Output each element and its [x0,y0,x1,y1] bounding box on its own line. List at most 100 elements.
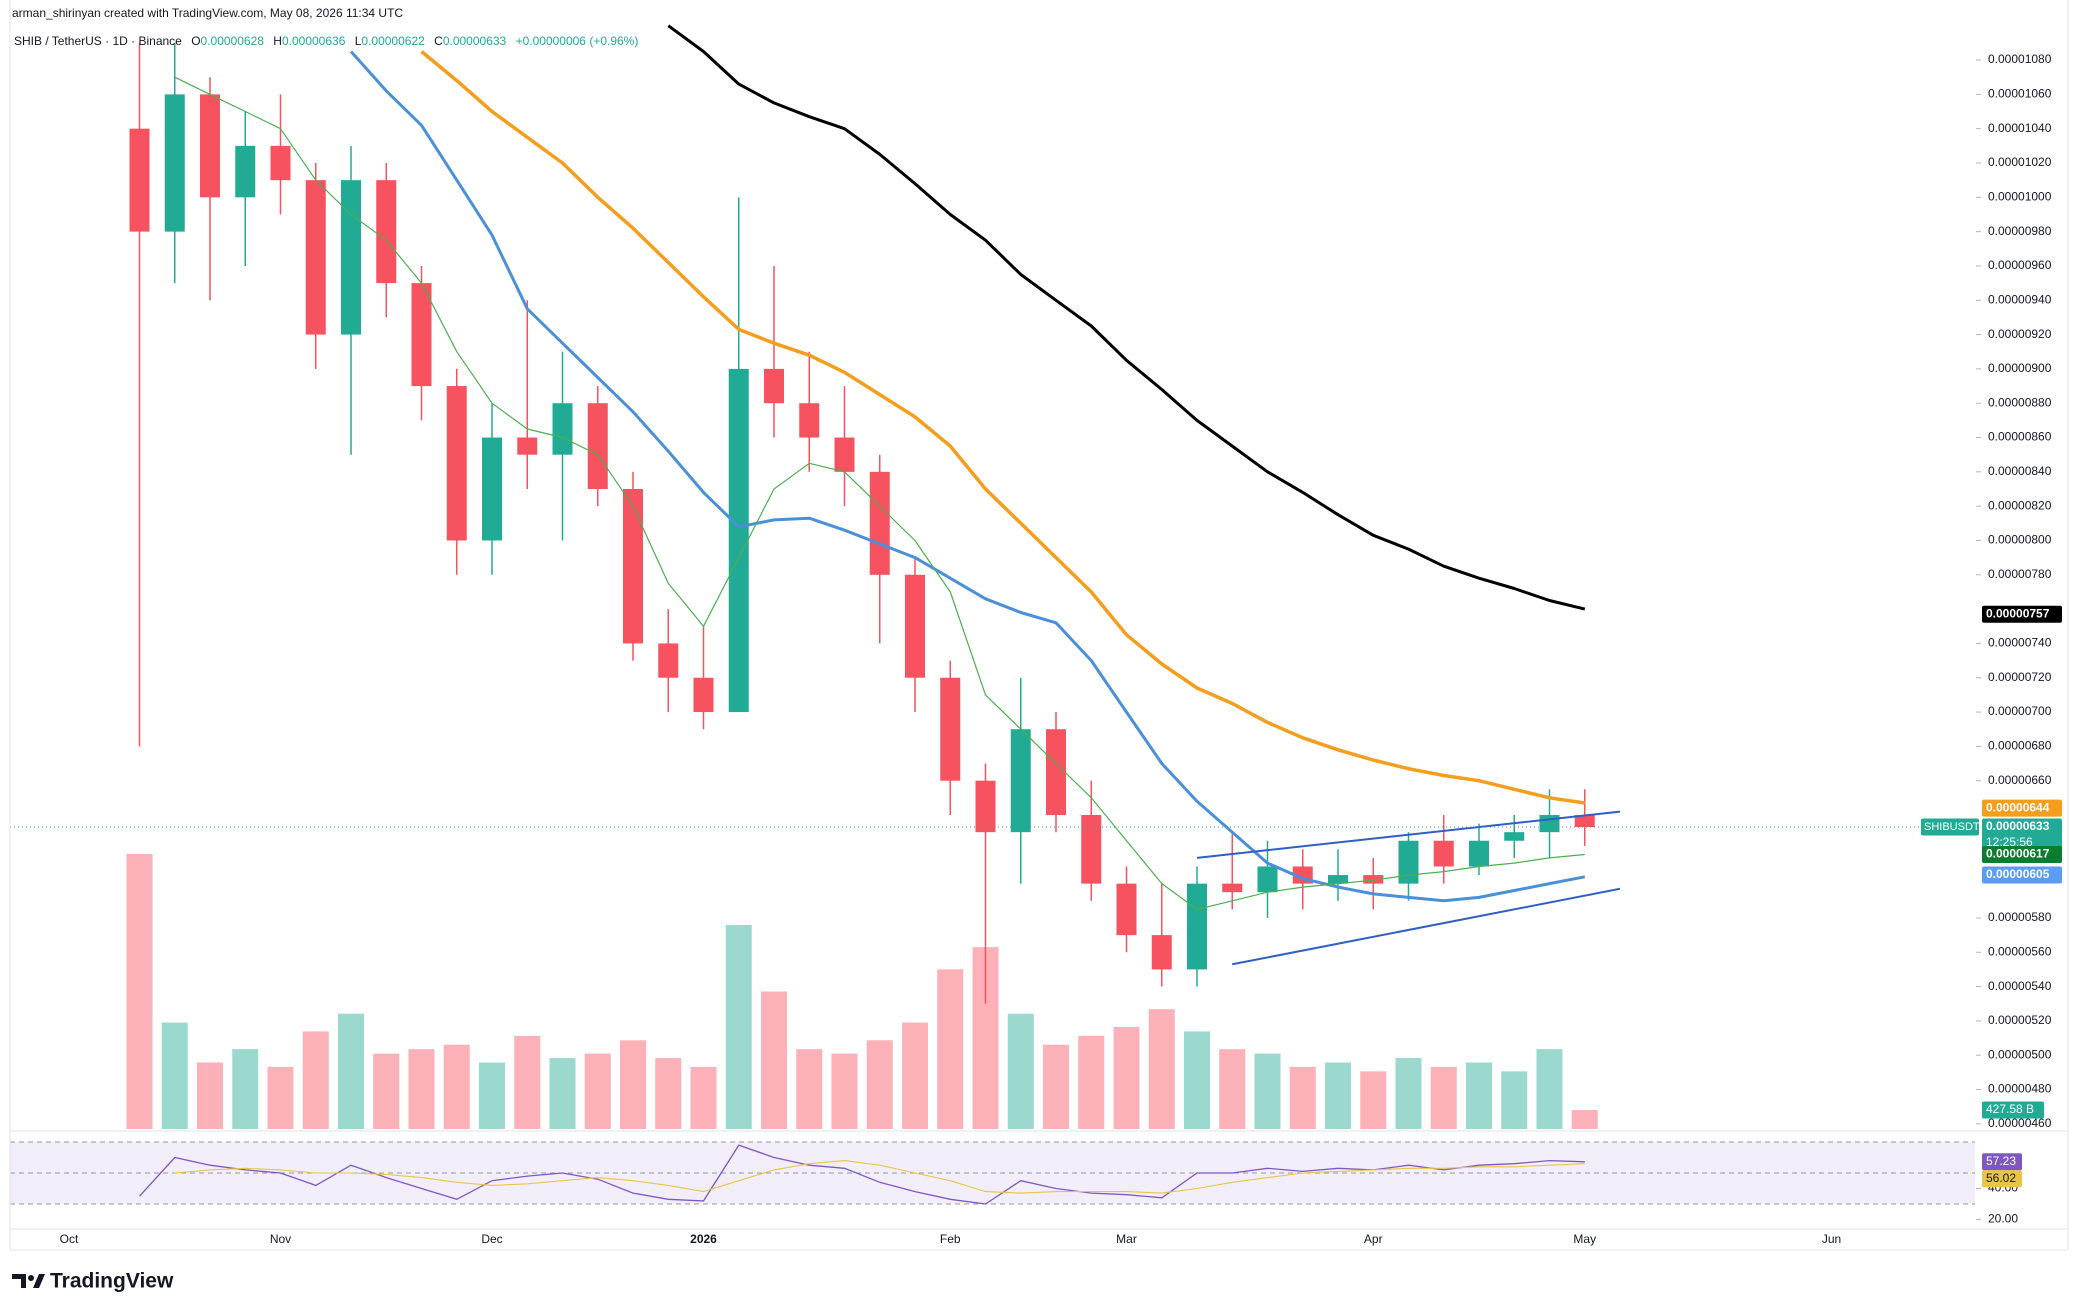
main-pane [126,24,1621,1129]
candle-body [235,145,256,198]
volume-bar [549,1058,576,1129]
volume-bar [1360,1071,1387,1129]
y-tick-label: 0.00000800 [1988,533,2052,547]
price-tag-label: 0.00000644 [1986,800,2050,814]
y-tick-label: 0.00001080 [1988,52,2052,66]
volume-bar [373,1053,400,1129]
candle-body [940,677,961,781]
price-tag-label: 0.00000633 [1986,819,2050,833]
ohlc-key: O [191,34,200,48]
moving-average-line [174,76,1585,910]
y-tick-label: 0.00000660 [1988,773,2052,787]
x-tick-label: 2026 [690,1232,717,1246]
candle-body [341,180,361,335]
candle-body [446,386,467,541]
candle-body [1010,729,1031,833]
volume-bar [1289,1066,1316,1129]
volume-bar [1536,1049,1563,1129]
volume-bar [690,1066,717,1129]
volume-bar [338,1013,364,1129]
volume-bar [796,1049,823,1129]
price-tag [1982,866,2062,884]
rsi-line [139,1144,1585,1205]
author-line: arman_shirinyan created with TradingView… [12,6,403,20]
y-tick-label: 0.00000940 [1988,292,2052,306]
volume-bar [267,1066,294,1129]
y-tick-label: 0.00000540 [1988,979,2052,993]
candle-body [517,437,538,455]
candle-body [799,403,820,438]
candle-body [1469,840,1489,867]
candle-body [164,94,185,232]
y-tick-label: 0.00000880 [1988,395,2052,409]
volume-bar [1007,1013,1034,1129]
x-tick-label: Dec [481,1232,502,1246]
legend-row: SHIB / TetherUS · 1D · Binance O 0.000006… [14,34,638,48]
volume-bar [408,1049,435,1129]
volume-bar [1571,1110,1598,1129]
candle-body [1504,832,1525,841]
rsi-tag-label: 56.02 [1986,1171,2016,1185]
candle-body [1363,875,1384,884]
volume-bar [1395,1058,1422,1129]
y-tick-label: 0.00000920 [1988,327,2052,341]
ohlc-value: 0.00000636 [282,34,346,48]
volume-bar [725,924,752,1129]
trendline [1196,810,1621,859]
volume-bar [937,969,964,1129]
volume-bar [761,991,787,1129]
volume-bar [126,854,153,1129]
y-tick-label: 0.00000840 [1988,464,2052,478]
y-tick-label: 0.00001020 [1988,155,2052,169]
price-tag [1982,845,2062,863]
x-tick-label: Nov [270,1232,291,1246]
volume-tag [1982,1101,2044,1119]
volume-bar [1078,1035,1105,1129]
countdown: 12:25:56 [1986,835,2033,849]
candle-body [1398,840,1419,884]
candle-body [869,471,890,575]
candle-body [587,403,608,490]
candle-body [1222,883,1243,893]
volume-bar [1219,1049,1246,1129]
candle-body [200,94,220,198]
candle-body [270,145,291,181]
y-tick-label: 0.00000960 [1988,258,2052,272]
volume-bar [479,1062,505,1129]
candle-body [482,437,502,541]
x-tick-label: Jun [1822,1232,1841,1246]
candle-body [975,780,996,833]
candle-body [728,368,749,713]
symbol-tag [1921,818,1979,836]
candle-body [905,574,925,678]
volume-bar [443,1044,470,1129]
ohlc-key: C [434,34,443,48]
ohlc-key: H [273,34,282,48]
y-tick-label: 0.00001000 [1988,189,2052,203]
symbol: SHIB / TetherUS · 1D · Binance [14,34,182,48]
volume-bar [1254,1053,1281,1129]
candle-body [623,489,643,644]
candle-body [1116,883,1137,936]
volume-bar [197,1062,223,1129]
volume-bar [584,1053,611,1129]
logo-text: TradingView [50,1270,174,1293]
logo: TradingView [12,1270,174,1293]
rsi-tag [1982,1170,2022,1188]
candle-body [834,437,855,472]
moving-average-line [420,50,1586,805]
candle-body [1151,935,1172,970]
price-tag [1982,799,2062,817]
ohlc-value: 0.00000622 [361,34,425,48]
y-tick-label: 0.00000740 [1988,636,2052,650]
volume-bar [1430,1066,1457,1129]
y-tick-label: 0.00000520 [1988,1013,2052,1027]
volume-bar [1184,1031,1210,1129]
volume-bar [232,1049,259,1129]
price-tag-label: 0.00000617 [1986,847,2050,861]
y-tick-label: 0.00000860 [1988,430,2052,444]
y-tick-label: 0.00000580 [1988,910,2052,924]
x-tick-label: Apr [1364,1232,1383,1246]
candle-body [658,643,679,678]
ohlc-value: 0.00000633 [443,34,507,48]
